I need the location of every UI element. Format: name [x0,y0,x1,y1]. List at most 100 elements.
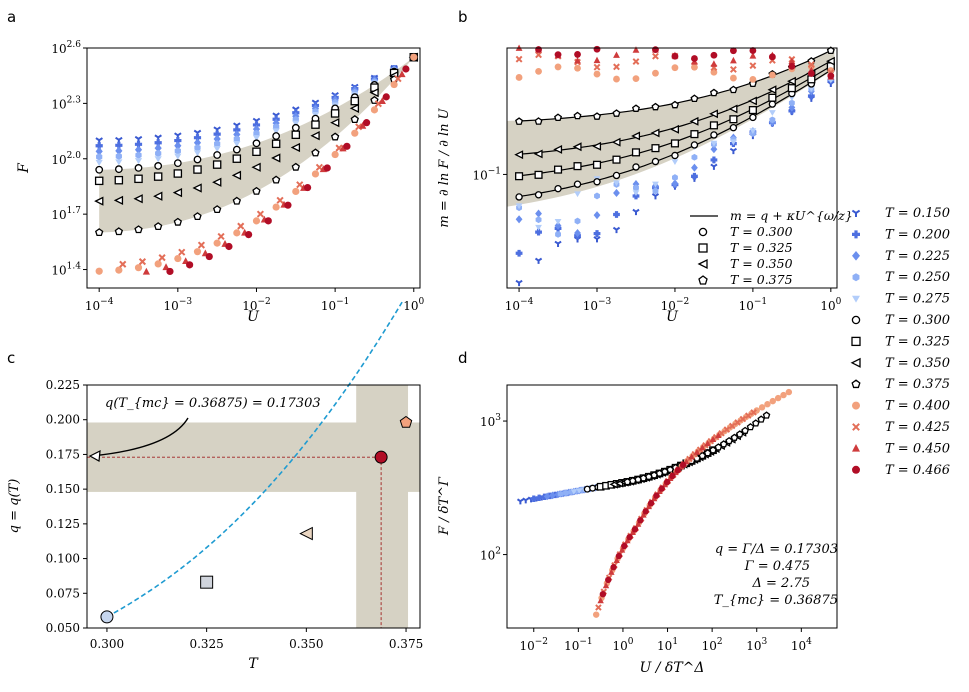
panel-d-point [597,597,604,604]
panel-b-point [554,240,562,247]
panel-b-point [670,124,680,134]
panel-d-point [599,590,607,598]
panel-a-point [296,181,304,189]
panel-d-param-q: q = Γ/Δ = 0.17303 [715,542,838,557]
panel-a-point [292,187,300,196]
panel-b-point [670,139,680,148]
panel-label-c: c [7,349,15,367]
panel-d-point [785,388,793,396]
panel-b-point [729,115,738,124]
panel-a-point [96,153,103,161]
panel-label-a: a [7,8,16,26]
legend-label: T = 0.350 [885,356,950,371]
panel-a-point [232,154,242,163]
panel-a-point [350,96,360,106]
panel-a-point [135,151,142,159]
panel-b-point [554,221,562,230]
panel-b-point [574,217,581,225]
panel-a-point [192,183,202,193]
panel-b-point [827,72,835,80]
temperature-legend: T = 0.150 T = 0.200 T = 0.225 T = 0.250 T = … [850,206,950,478]
panel-b-point [807,86,815,92]
panel-c-ytick: 0.225 [46,378,80,392]
panel-b-point [612,155,621,164]
panel-b-point [632,208,640,216]
panel-a-point [339,144,347,152]
panel-d-axes [506,384,838,629]
panel-a-point [390,80,398,89]
panel-b-axes [506,47,838,289]
panel-a-point [264,217,272,225]
panel-a-xtick: 10−3 [164,297,193,313]
panel-b-point [709,121,718,130]
panel-b-legend-t325: T = 0.325 [730,240,793,255]
panel-d-point [735,430,744,438]
panel-b-point [515,74,523,81]
panel-b-point [691,55,698,62]
panel-a-point [272,128,280,135]
panel-d-point [679,461,687,469]
legend-marker [851,336,861,347]
panel-a-point [153,172,163,181]
panel-a-point [134,174,143,184]
panel-a-point [398,70,406,78]
panel-a-point [272,203,280,211]
panel-a-point [217,232,225,241]
panel-b-point [515,193,523,201]
panel-b-point [515,249,523,257]
panel-d-point [650,495,658,502]
panel-b-point [535,67,542,75]
panel-d-point [744,412,752,419]
panel-b-point [593,112,602,120]
panel-b-legend: m = q + κU^{ω/z} T = 0.300 T = 0.325 T =… [690,208,853,287]
panel-c-ytick: 0.200 [46,413,80,427]
panel-label-b: b [458,8,468,26]
panel-a-ytick: 102.0 [51,151,81,167]
panel-b-point [593,178,601,186]
panel-d-point [653,492,660,499]
panel-a-point [311,170,320,178]
panel-a-point [153,222,163,231]
panel-a-point [252,135,261,142]
panel-d-point [570,489,578,495]
panel-b-point [788,99,795,107]
legend-label: T = 0.250 [885,270,950,285]
panel-a-point [115,159,123,166]
panel-a-xtick: 10−1 [321,297,350,313]
legend-marker [851,209,861,217]
panel-b-point [730,56,737,64]
panel-a-point [370,106,379,114]
panel-a-point [232,196,242,205]
panel-b-point [515,203,523,210]
panel-b-point [574,64,581,72]
panel-c-ytick: 0.100 [46,552,80,566]
panel-d-point [618,546,626,553]
panel-a-point [193,212,202,221]
panel-d-point [610,564,617,571]
legend-marker [852,401,860,410]
panel-c-xtick: 0.325 [189,637,223,651]
panel-b-point [691,63,698,71]
panel-d-xtick: 101 [657,637,678,653]
panel-d-point [774,394,782,402]
panel-d-xtick: 104 [791,637,812,653]
panel-a-point [173,169,183,178]
panel-a-point [330,109,340,118]
panel-b-point [574,51,581,58]
panel-b-point [652,69,659,77]
panel-b-xtick: 100 [820,297,841,313]
panel-b-point [554,184,562,193]
panel-d-point [752,419,760,427]
panel-a-point [252,147,261,156]
panel-d-point [709,446,717,454]
panel-a-point [158,254,166,262]
panel-d-xtick: 10−1 [564,637,593,653]
panel-b-point [572,142,582,152]
panel-a-point [378,97,386,104]
panel-a-point [133,194,143,204]
panel-a-point [272,118,280,128]
panel-d-point [693,448,701,455]
panel-b-point [690,94,699,103]
panel-b-point [650,128,660,138]
panel-b-point [749,128,757,134]
